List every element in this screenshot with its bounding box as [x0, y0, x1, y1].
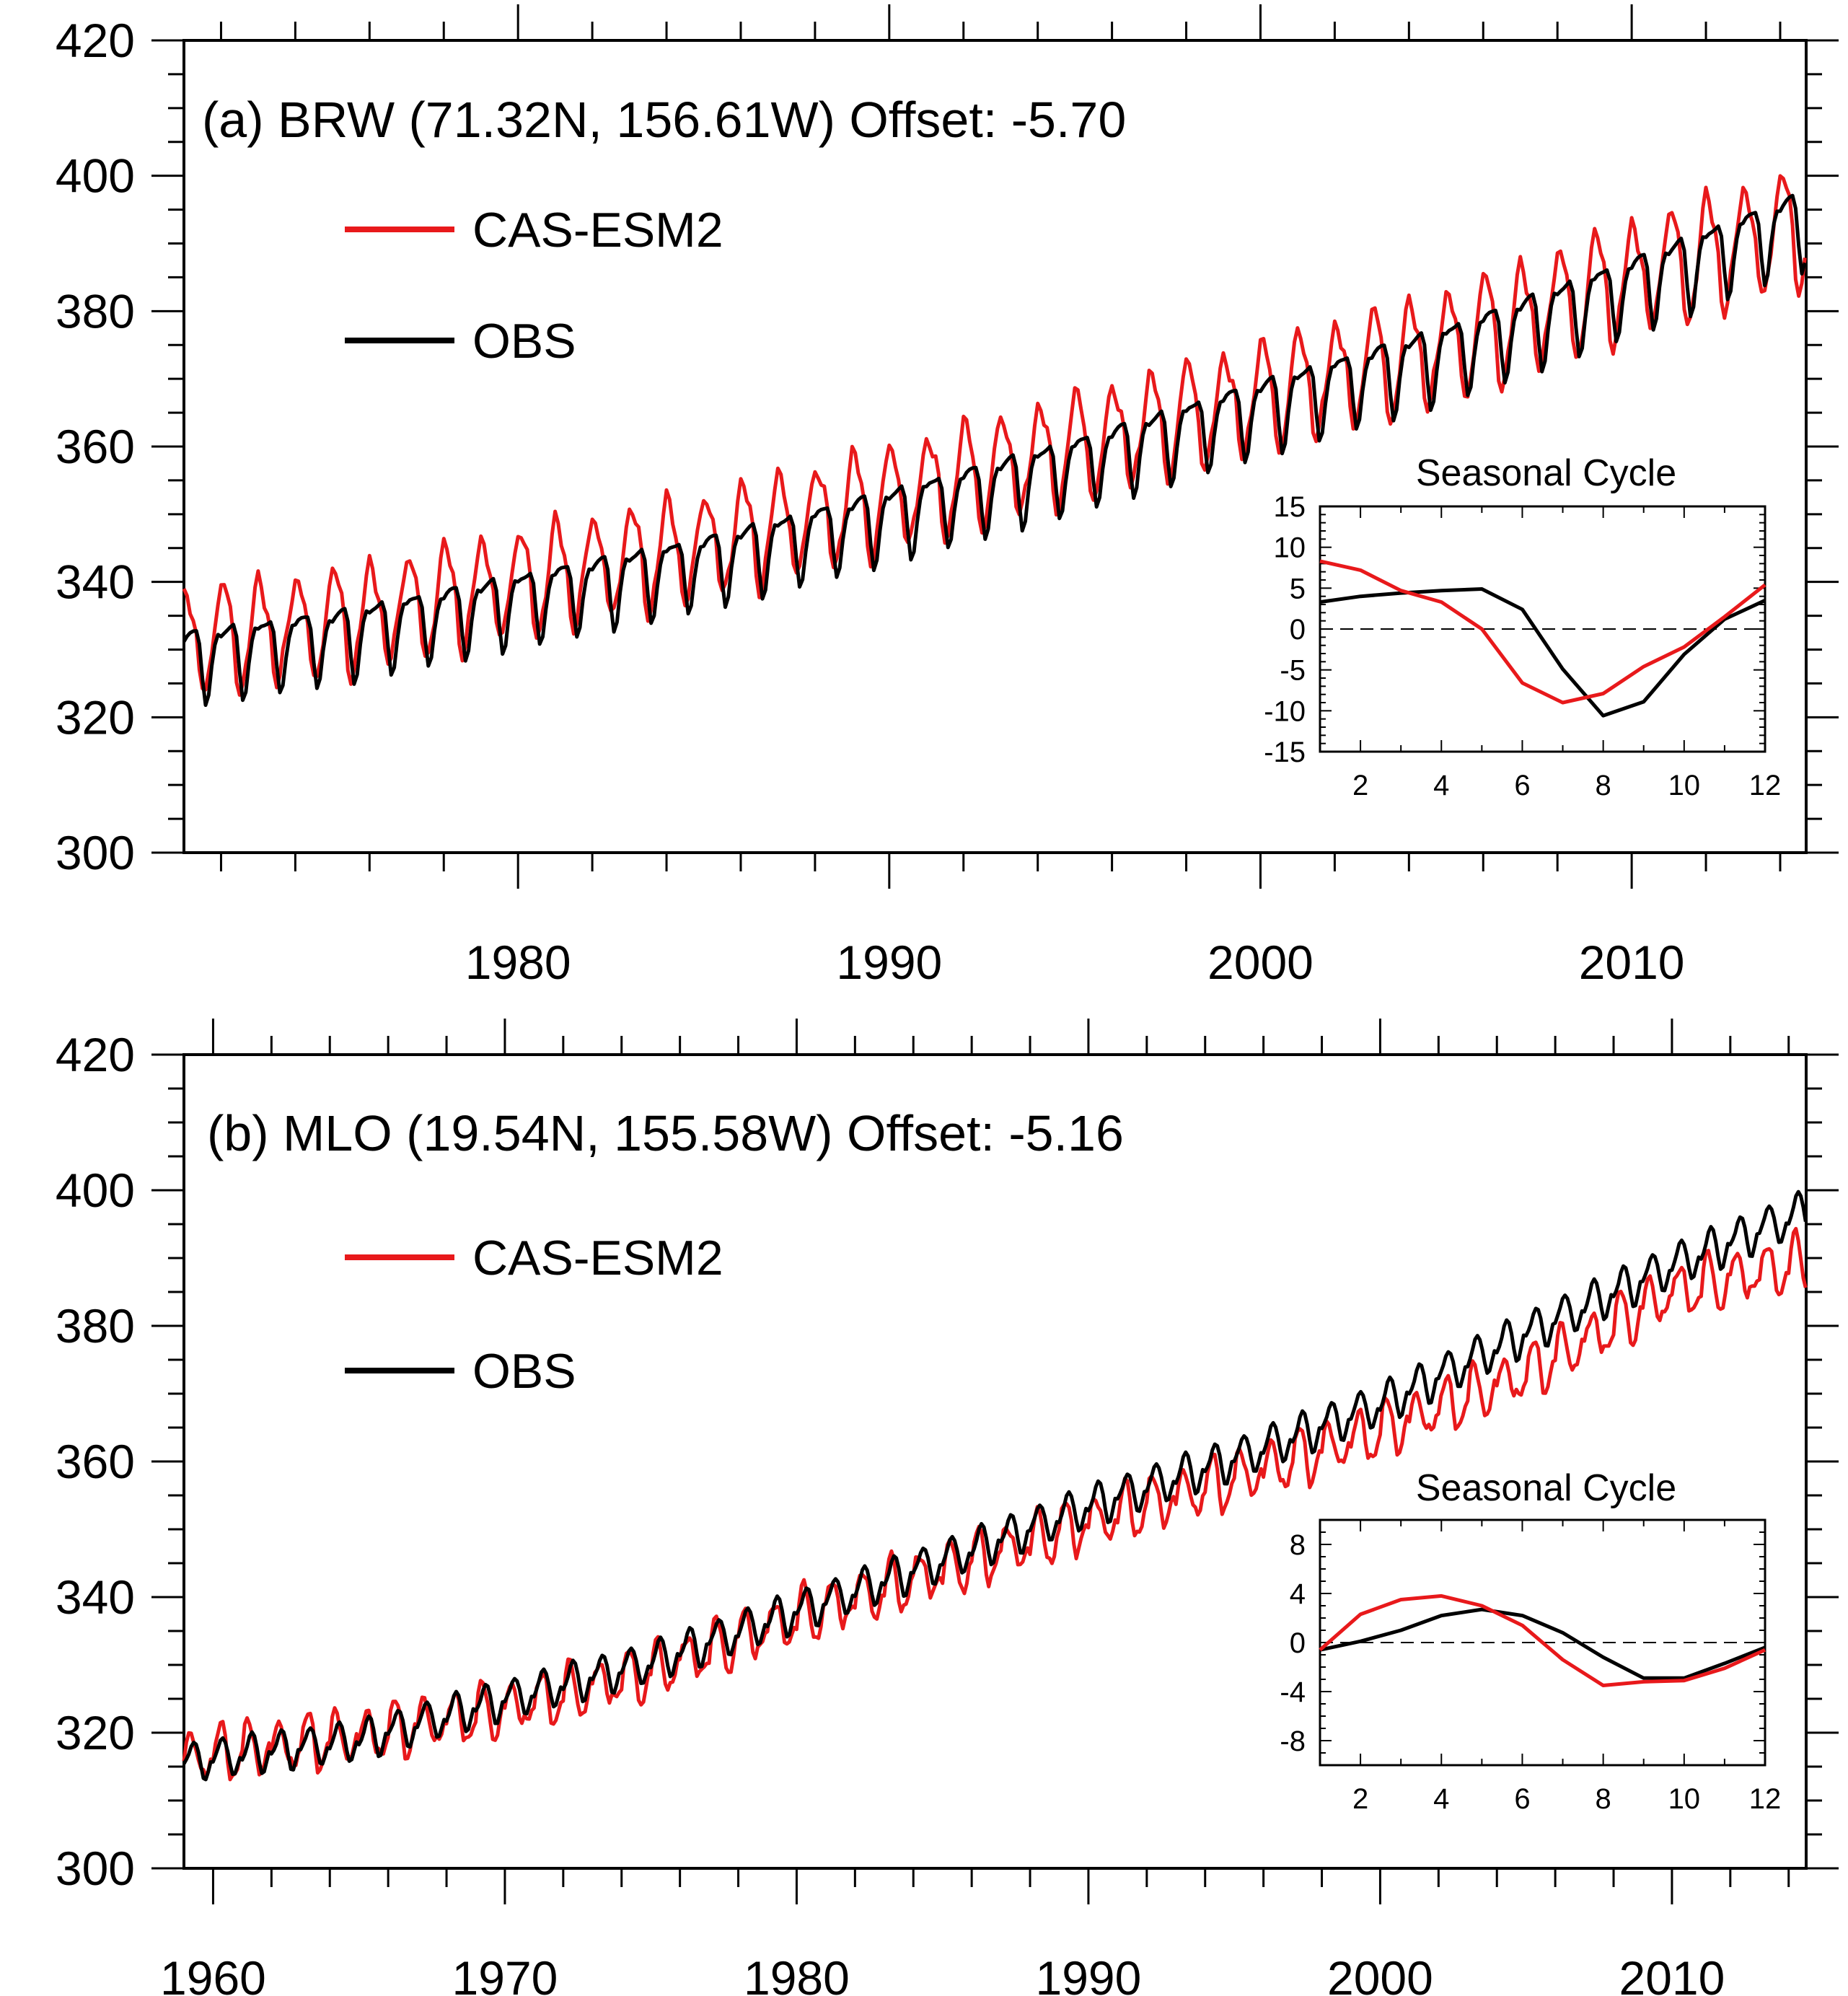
inset-x-tick-label: 6	[1514, 1783, 1530, 1815]
x-tick-label: 1980	[465, 936, 571, 989]
inset-y-tick-label: 0	[1290, 1627, 1306, 1659]
legend: CAS-ESM2 OBS	[345, 1231, 723, 1399]
y-tick-label: 360	[56, 1435, 135, 1488]
inset-x-tick-label: 2	[1352, 770, 1368, 801]
y-tick-label: 320	[56, 690, 135, 744]
inset-x-tick-label: 8	[1596, 1783, 1611, 1815]
inset-y-tick-label: -8	[1280, 1725, 1306, 1757]
inset-x-tick-label: 8	[1596, 770, 1611, 801]
inset-y-tick-label: 10	[1274, 532, 1306, 564]
y-tick-label: 400	[56, 1164, 135, 1217]
inset-x-tick-label: 10	[1668, 1783, 1701, 1815]
inset-x-tick-label: 10	[1668, 770, 1701, 801]
legend-label: OBS	[472, 1344, 576, 1399]
inset-obs-line	[1319, 1607, 1766, 1680]
y-tick-label: 360	[56, 420, 135, 473]
series-obs-line	[182, 1190, 1808, 1782]
x-tick-label: 1960	[160, 1951, 266, 1996]
legend-label: CAS-ESM2	[472, 203, 723, 258]
inset-cas-esm2-line	[1319, 1593, 1766, 1687]
legend-label: CAS-ESM2	[472, 1231, 723, 1285]
y-tick-label: 420	[56, 1028, 135, 1081]
inset-title: Seasonal Cycle	[1416, 452, 1676, 494]
x-tick-label: 1970	[452, 1951, 558, 1996]
inset-x-tick-label: 6	[1514, 770, 1530, 801]
x-axis: 1960 1970 1980 1990 2000 2010	[160, 1019, 1790, 1996]
y-tick-label: 340	[56, 555, 135, 609]
inset-x-tick-label: 2	[1352, 1783, 1368, 1815]
y-tick-label: 380	[56, 284, 135, 338]
inset-y-tick-label: 0	[1290, 614, 1306, 646]
x-tick-label: 2000	[1207, 936, 1314, 989]
inset-y-tick-label: -5	[1280, 655, 1306, 687]
y-tick-label: 380	[56, 1299, 135, 1353]
inset-y-tick-label: -15	[1264, 737, 1306, 768]
y-tick-label: 420	[56, 14, 135, 67]
inset-obs-line	[1319, 587, 1766, 718]
x-tick-label: 1990	[836, 936, 942, 989]
x-tick-label: 1990	[1036, 1951, 1142, 1996]
y-tick-label: 320	[56, 1706, 135, 1759]
inset-y-tick-label: 15	[1274, 491, 1306, 523]
series-cas-esm2-line	[182, 174, 1807, 697]
seasonal-cycle-inset: Seasonal Cycle 2 4 6 8 10 12 -8 -4 0 4 8	[1280, 1467, 1781, 1815]
y-tick-label: 400	[56, 149, 135, 203]
inset-x-tick-label: 12	[1749, 1783, 1782, 1815]
inset-y-tick-label: 4	[1290, 1578, 1306, 1610]
x-tick-label: 2010	[1579, 936, 1685, 989]
inset-cas-esm2-line	[1319, 559, 1766, 705]
x-tick-label: 2010	[1619, 1951, 1725, 1996]
inset-title: Seasonal Cycle	[1416, 1467, 1676, 1509]
y-tick-label: 300	[56, 1842, 135, 1895]
inset-y-tick-label: -4	[1280, 1676, 1306, 1708]
x-axis: 1980 1990 2000 2010	[219, 4, 1782, 989]
legend-label: OBS	[472, 314, 576, 369]
inset-y-tick-label: 8	[1290, 1529, 1306, 1561]
y-tick-label: 300	[56, 826, 135, 879]
series-obs-line	[182, 193, 1807, 707]
seasonal-cycle-inset: Seasonal Cycle 2 4 6 8 10 12 -15 -10 -5 0 5 10 15	[1264, 452, 1781, 801]
x-tick-label: 2000	[1327, 1951, 1433, 1996]
inset-x-tick-label: 4	[1433, 1783, 1449, 1815]
x-tick-label: 1980	[744, 1951, 850, 1996]
inset-y-tick-label: 5	[1290, 573, 1306, 604]
legend: CAS-ESM2 OBS	[345, 203, 723, 369]
inset-x-tick-label: 4	[1433, 770, 1449, 801]
inset-y-tick-label: -10	[1264, 695, 1306, 727]
panel-title: (a) BRW (71.32N, 156.61W) Offset: -5.70	[202, 92, 1126, 148]
inset-x-tick-label: 12	[1749, 770, 1782, 801]
y-tick-label: 340	[56, 1570, 135, 1624]
panel-title: (b) MLO (19.54N, 155.58W) Offset: -5.16	[207, 1105, 1124, 1161]
